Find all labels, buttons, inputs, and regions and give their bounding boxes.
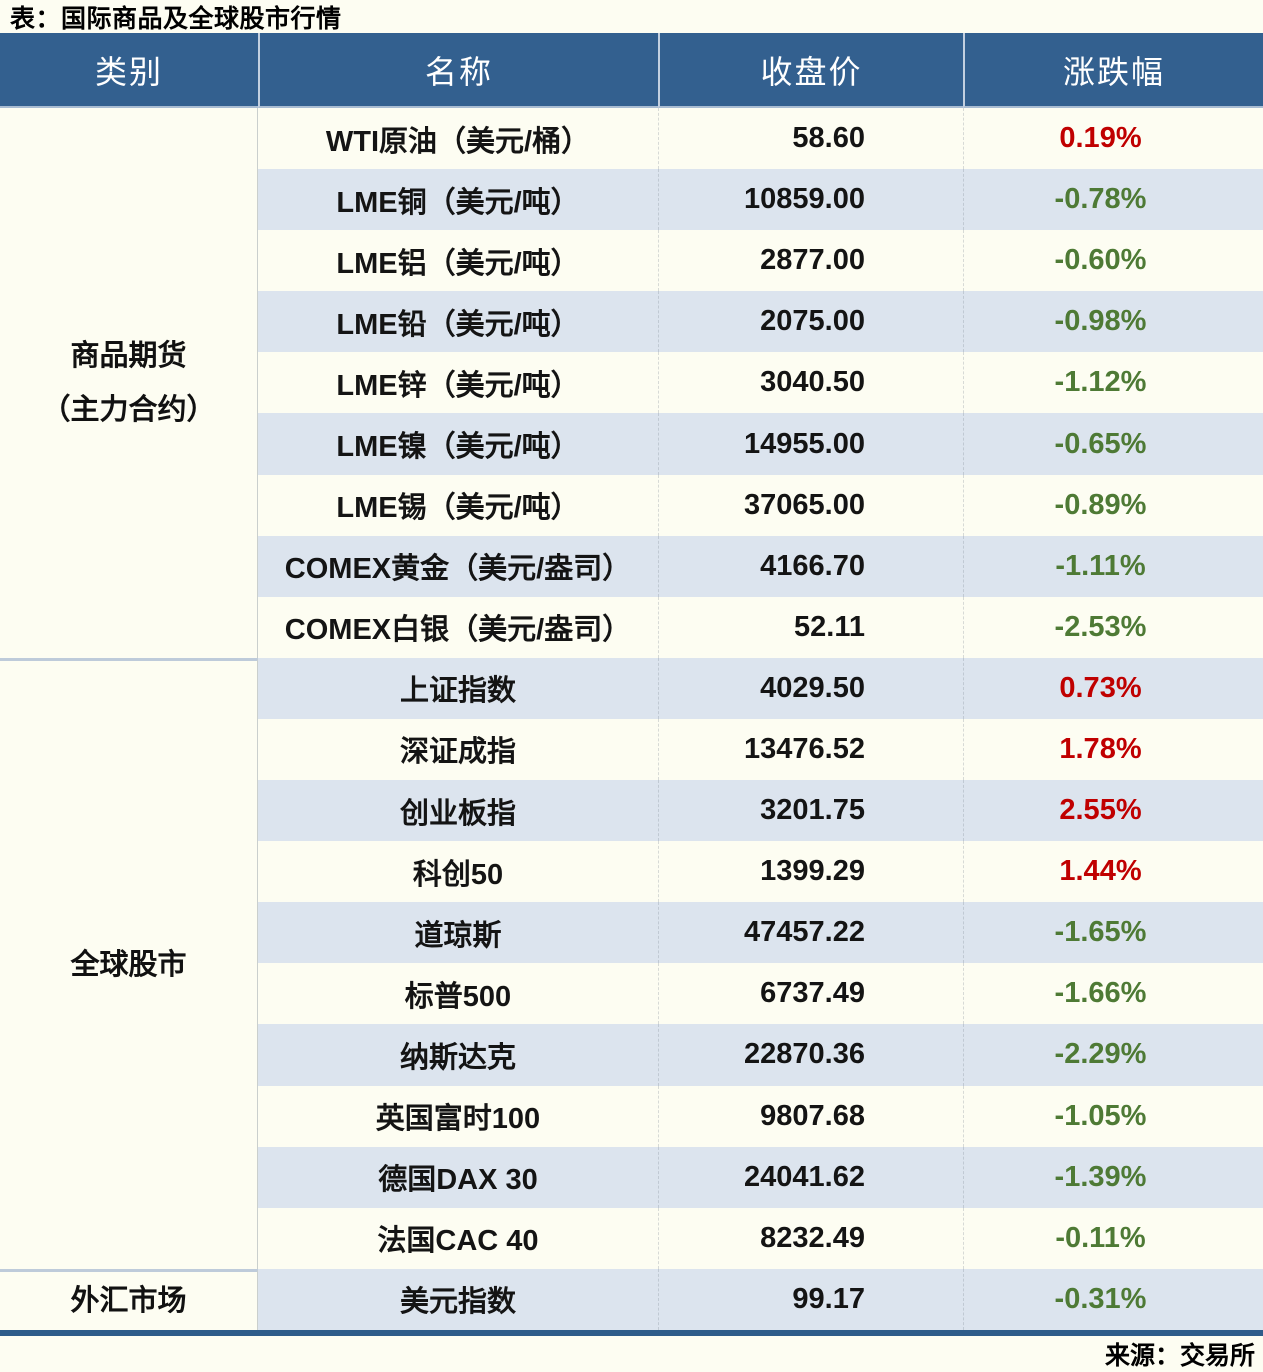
row-name: LME锡（美元/吨）	[336, 492, 580, 525]
header-category: 类别	[0, 33, 258, 108]
row-change-percent: -1.12%	[963, 352, 1263, 414]
row-close-price: 13476.52	[658, 718, 963, 781]
row-close-price: 58.60	[658, 108, 963, 170]
row-change-percent: -2.29%	[963, 1024, 1263, 1086]
row-name: 道琼斯	[258, 902, 658, 964]
row-name: COMEX白银（美元/盎司）	[284, 614, 632, 647]
row-close-price: 10859.00	[658, 169, 963, 231]
row-close-price: 47457.22	[658, 902, 963, 964]
row-name: LME锌（美元/吨）	[336, 369, 580, 402]
row-name: WTI原油（美元/桶）	[325, 125, 591, 158]
row-close-price: 2877.00	[658, 230, 963, 292]
row-change-percent: -0.11%	[963, 1207, 1263, 1269]
row-close-price: 22870.36	[658, 1024, 963, 1086]
row-change-percent: -2.53%	[963, 596, 1263, 658]
row-name: 上证指数	[258, 657, 658, 719]
row-name: 标普500	[404, 980, 512, 1013]
row-change-percent: -0.78%	[963, 169, 1263, 231]
row-change-percent: -0.89%	[963, 474, 1263, 536]
row-change-percent: -0.60%	[963, 230, 1263, 292]
row-close-price: 3201.75	[658, 780, 963, 842]
row-name: 英国富时100	[375, 1103, 541, 1136]
category-label: 外汇市场	[70, 1284, 187, 1317]
header-name: 名称	[258, 33, 658, 108]
category-label: 商品期货	[70, 339, 187, 372]
source-note: 来源：交易所	[1104, 1342, 1255, 1370]
row-name: 美元指数	[258, 1268, 658, 1330]
row-name: 科创50	[412, 858, 504, 891]
row-change-percent: -1.39%	[963, 1146, 1263, 1208]
row-name: LME铜（美元/吨）	[258, 169, 658, 231]
row-change-percent: 0.19%	[963, 108, 1263, 170]
category-cell: 全球股市	[0, 657, 258, 1269]
row-name: 深证成指	[399, 736, 516, 769]
row-change-percent: -1.65%	[963, 902, 1263, 964]
row-name: 德国DAX 30	[258, 1146, 658, 1208]
row-change-percent: -1.11%	[963, 535, 1263, 597]
category-cell: 外汇市场	[0, 1268, 258, 1330]
row-change-percent: 2.55%	[963, 780, 1263, 842]
row-close-price: 4166.70	[658, 535, 963, 597]
row-name: 纳斯达克	[258, 1024, 658, 1086]
row-change-percent: -1.05%	[963, 1085, 1263, 1147]
row-name: 创业板指	[258, 780, 658, 842]
header-close: 收盘价	[658, 33, 963, 108]
row-name: COMEX黄金（美元/盎司）	[258, 535, 658, 597]
table-title: 表：国际商品及全球股市行情	[10, 4, 342, 33]
row-close-price: 8232.49	[658, 1207, 963, 1269]
row-name: LME铅（美元/吨）	[258, 291, 658, 353]
category-cell: 商品期货 （主力合约）	[0, 108, 258, 658]
row-close-price: 24041.62	[658, 1146, 963, 1208]
row-name: LME铝（美元/吨）	[336, 247, 580, 280]
market-table: 类别 名称 收盘价 涨跌幅商品期货 （主力合约） WTI原油（美元/桶） 58.60 0.19…	[0, 33, 1263, 1336]
row-close-price: 2075.00	[658, 291, 963, 353]
row-close-price: 52.11	[658, 596, 963, 658]
row-close-price: 99.17	[658, 1268, 963, 1330]
header-change: 涨跌幅	[963, 33, 1263, 108]
row-close-price: 4029.50	[658, 657, 963, 719]
row-change-percent: -0.31%	[963, 1268, 1263, 1330]
row-close-price: 3040.50	[658, 352, 963, 414]
row-change-percent: 1.78%	[963, 718, 1263, 781]
row-change-percent: -0.65%	[963, 413, 1263, 475]
row-close-price: 6737.49	[658, 963, 963, 1025]
row-name: LME镍（美元/吨）	[258, 413, 658, 475]
row-change-percent: 1.44%	[963, 841, 1263, 903]
row-change-percent: 0.73%	[963, 657, 1263, 719]
row-close-price: 9807.68	[658, 1085, 963, 1147]
row-change-percent: -1.66%	[963, 963, 1263, 1025]
row-close-price: 37065.00	[658, 474, 963, 536]
category-label: 全球股市	[70, 948, 187, 981]
category-label: （主力合约）	[41, 393, 216, 426]
row-close-price: 1399.29	[658, 841, 963, 903]
row-close-price: 14955.00	[658, 413, 963, 475]
row-change-percent: -0.98%	[963, 291, 1263, 353]
row-name: 法国CAC 40	[377, 1225, 539, 1258]
